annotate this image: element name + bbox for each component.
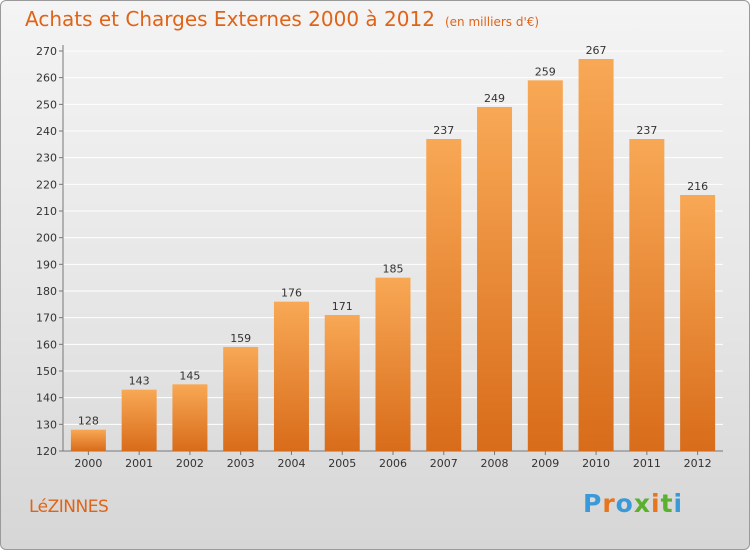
logo-letter: r [602, 489, 616, 518]
y-tick-label: 190 [36, 258, 57, 271]
y-tick-label: 150 [36, 365, 57, 378]
logo-letter: o [615, 489, 634, 518]
x-tick-label-2000: 2000 [74, 457, 102, 470]
data-label-2001: 143 [129, 375, 150, 388]
bar-2005 [324, 315, 360, 451]
bar-2003 [223, 347, 259, 451]
y-tick-label: 240 [36, 125, 57, 138]
y-tick-label: 120 [36, 445, 57, 458]
data-label-2006: 185 [383, 263, 404, 276]
y-tick-label: 220 [36, 178, 57, 191]
chart-title: Achats et Charges Externes 2000 à 2012 (e… [25, 7, 539, 31]
y-axis-ticks: 120 130 140 150 160 170 180 190 200 210 220 230 240 2… [36, 45, 63, 458]
logo-letter: i [651, 489, 661, 518]
data-label-2000: 128 [78, 415, 99, 428]
bar-2004 [273, 301, 309, 451]
x-tick-label-2011: 2011 [633, 457, 661, 470]
chart-title-unit: (en milliers d'€) [444, 15, 540, 29]
data-label-2004: 176 [281, 287, 302, 300]
y-tick-label: 270 [36, 45, 57, 58]
x-tick-label-2005: 2005 [328, 457, 356, 470]
proxiti-logo: Proxiti [583, 489, 683, 518]
x-tick-label-2009: 2009 [531, 457, 559, 470]
x-tick-label-2007: 2007 [430, 457, 458, 470]
y-tick-label: 260 [36, 72, 57, 85]
data-label-2012: 216 [687, 180, 708, 193]
data-label-2009: 259 [535, 65, 556, 78]
bars [70, 59, 716, 451]
y-tick-label: 160 [36, 338, 57, 351]
logo-letter: P [583, 489, 603, 518]
data-label-2008: 249 [484, 92, 505, 105]
data-label-2007: 237 [433, 124, 454, 137]
x-tick-label-2003: 2003 [227, 457, 255, 470]
x-tick-label-2002: 2002 [176, 457, 204, 470]
y-tick-label: 130 [36, 418, 57, 431]
y-tick-label: 210 [36, 205, 57, 218]
bar-2006 [375, 277, 411, 451]
y-tick-label: 170 [36, 312, 57, 325]
data-label-2011: 237 [636, 124, 657, 137]
bar-2009 [527, 80, 563, 451]
logo-letter: i [673, 489, 684, 518]
data-label-2003: 159 [230, 332, 251, 345]
data-labels: 128 143 145 159 176 171 185 237 249 259 267 237 216 [78, 44, 708, 428]
y-tick-label: 230 [36, 152, 57, 165]
y-tick-label: 250 [36, 98, 57, 111]
x-tick-label-2006: 2006 [379, 457, 407, 470]
y-tick-label: 200 [36, 232, 57, 245]
logo-letter: x [633, 489, 651, 518]
bar-2012 [680, 195, 716, 451]
bar-2000 [70, 429, 106, 451]
x-tick-label-2010: 2010 [582, 457, 610, 470]
logo-letter: t [660, 489, 674, 518]
x-axis-ticks: 2000 2001 2002 2003 2004 2005 2006 2007 2008 2009… [74, 451, 712, 470]
bar-2007 [426, 139, 462, 451]
x-tick-label-2008: 2008 [481, 457, 509, 470]
y-tick-label: 180 [36, 285, 57, 298]
data-label-2002: 145 [179, 369, 200, 382]
x-tick-label-2004: 2004 [277, 457, 305, 470]
bar-2008 [477, 107, 513, 451]
y-tick-label: 140 [36, 392, 57, 405]
x-tick-label-2012: 2012 [684, 457, 712, 470]
chart-title-main: Achats et Charges Externes 2000 à 2012 [25, 7, 435, 31]
data-label-2010: 267 [586, 44, 607, 57]
bar-2001 [121, 389, 157, 451]
bar-2002 [172, 384, 208, 451]
data-label-2005: 171 [332, 300, 353, 313]
commune-name: LéZINNES [29, 497, 109, 517]
bar-2010 [578, 59, 614, 451]
bar-2011 [629, 139, 665, 451]
x-tick-label-2001: 2001 [125, 457, 153, 470]
